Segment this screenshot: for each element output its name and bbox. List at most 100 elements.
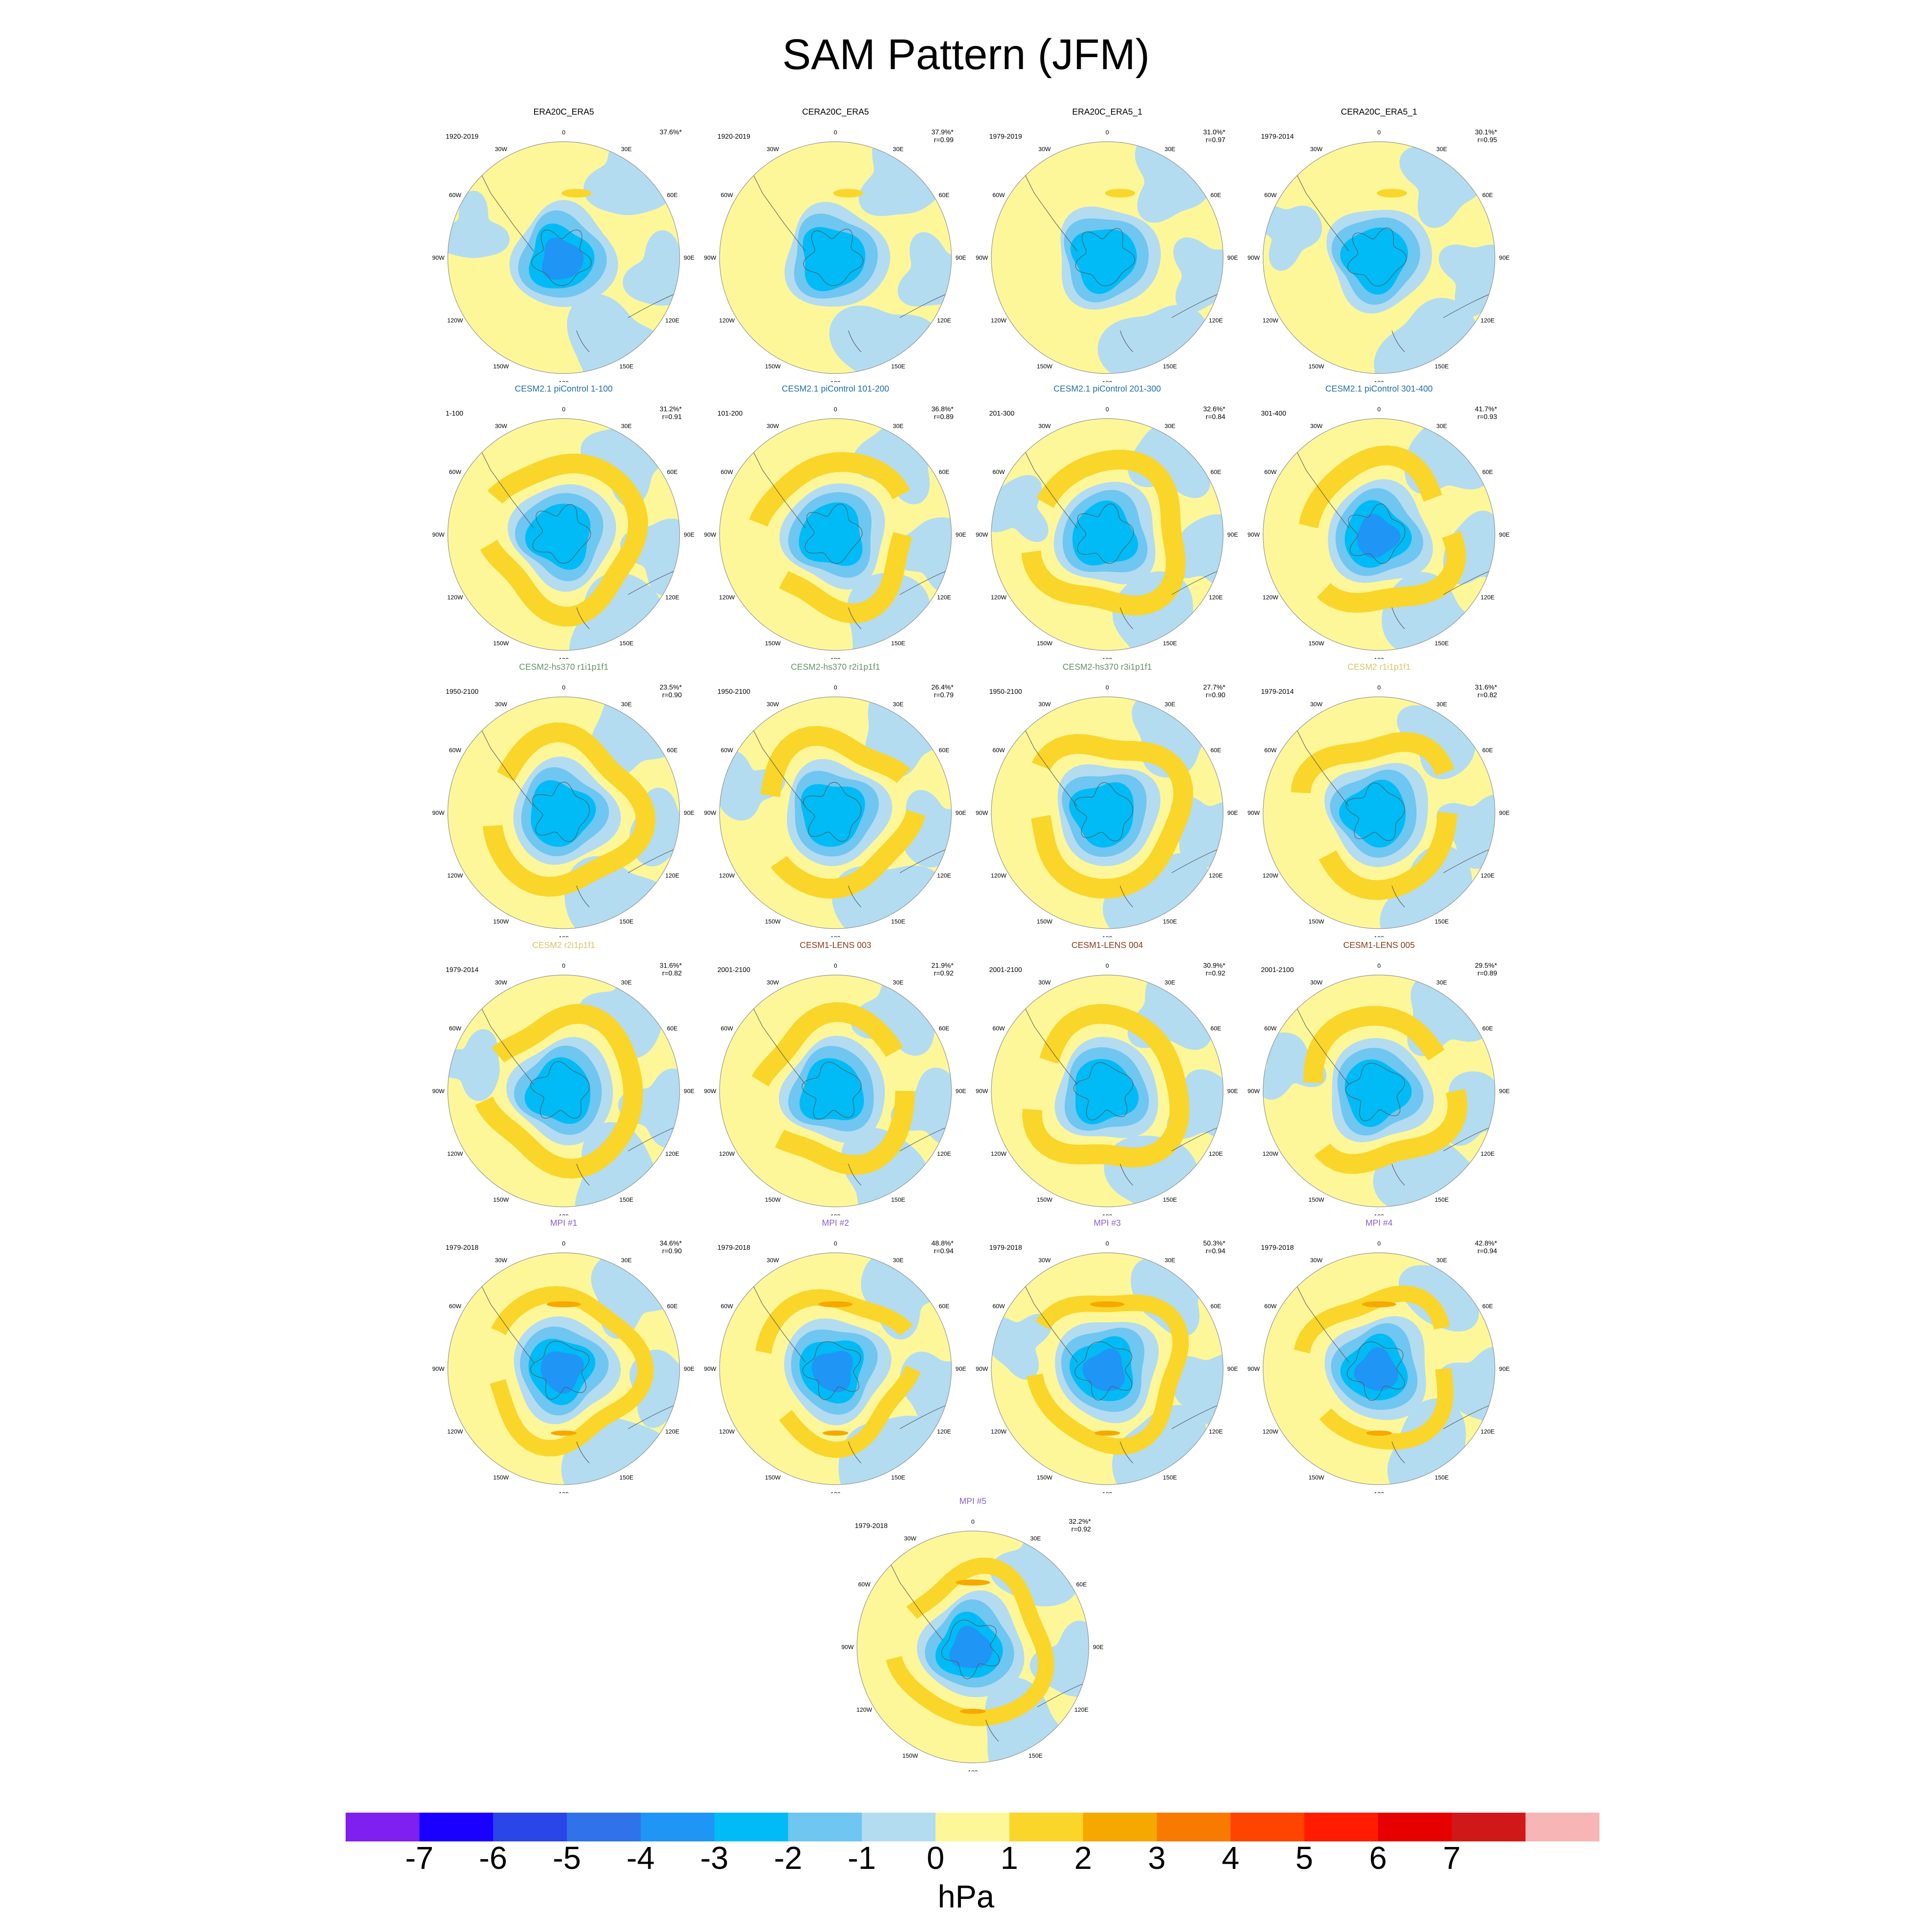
panel-title: MPI #4	[1365, 1218, 1393, 1228]
longitude-label: 90W	[704, 254, 717, 261]
longitude-label: 120E	[937, 1428, 951, 1435]
longitude-label: 90E	[684, 254, 695, 261]
new-zealand-coastline	[1391, 330, 1405, 352]
map-field	[991, 1253, 1223, 1485]
longitude-label: 90W	[704, 1365, 717, 1372]
panel-variance: 30.9%*	[1203, 962, 1225, 969]
polar-map: 0 30E 60E 90E 120E 150E 180 150W 120W 90W 60W 30W	[1248, 129, 1510, 382]
panel-variance: 32.6%*	[1203, 406, 1225, 413]
panel-correlation: r=0.91	[662, 413, 682, 421]
longitude-label: 150E	[620, 918, 634, 925]
longitude-label: 30E	[1437, 979, 1447, 986]
new-zealand-coastline	[576, 885, 590, 908]
map-panel: CESM1-LENS 003 2001-2100 21.9%* r=0.92 0 30E 6…	[698, 941, 973, 1215]
longitude-label: 150W	[765, 640, 781, 647]
panel-correlation: r=0.97	[1206, 137, 1225, 144]
longitude-label: 180	[559, 935, 569, 937]
longitude-label: 90E	[684, 1088, 695, 1094]
longitude-label: 60W	[993, 191, 1005, 198]
panel-period: 1979-2019	[989, 133, 1022, 140]
longitude-label: 30W	[767, 979, 780, 986]
panel-period: 1950-2100	[989, 688, 1022, 696]
positive-anomaly-core	[551, 1431, 577, 1436]
map-field	[720, 142, 951, 374]
longitude-label: 180	[1102, 1213, 1112, 1215]
map-panel: MPI #5 1979-2018 32.2%* r=0.92 0 30E 60E 90E 120…	[835, 1497, 1110, 1771]
longitude-label: 90E	[1227, 809, 1238, 816]
longitude-label: 120E	[1481, 317, 1495, 324]
longitude-label: 90W	[432, 531, 445, 538]
longitude-label: 30W	[1310, 1257, 1323, 1264]
panel-period: 1979-2018	[1261, 1244, 1294, 1252]
map-field	[448, 419, 680, 650]
longitude-label: 30W	[767, 146, 780, 152]
peninsula-coastline	[1021, 167, 1078, 252]
panel-variance: 37.6%*	[659, 129, 682, 136]
map-panel: CESM2.1 piControl 1-100 1-100 31.2%* r=0.91…	[426, 384, 701, 659]
map-field	[448, 142, 680, 374]
longitude-label: 60W	[993, 747, 1005, 753]
longitude-label: 180	[1374, 380, 1384, 382]
panel-title: CESM2.1 piControl 101-200	[781, 384, 890, 394]
antarctic-coastline	[531, 229, 592, 286]
polar-map: 0 30E 60E 90E 120E 150E 180 150W 120W 90W 60W 30W	[1248, 684, 1510, 937]
longitude-label: 30E	[893, 979, 904, 986]
peninsula-coastline	[1293, 722, 1349, 807]
longitude-label: 30W	[1310, 979, 1323, 986]
peninsula-coastline	[1293, 444, 1349, 529]
longitude-label: 120E	[937, 317, 951, 324]
positive-anomaly-core	[960, 1709, 986, 1714]
panel-variance: 23.5%*	[659, 684, 682, 691]
longitude-label: 150W	[1037, 363, 1053, 370]
longitude-label: 0	[834, 406, 837, 413]
longitude-label: 0	[562, 962, 565, 969]
longitude-label: 30E	[621, 701, 632, 708]
map-panel: CESM1-LENS 004 2001-2100 30.9%* r=0.92 0 30E 6…	[970, 941, 1245, 1215]
longitude-label: 30E	[1165, 422, 1176, 429]
colorbar-tick-label: 1	[1000, 1840, 1018, 1876]
polar-map: 0 30E 60E 90E 120E 150E 180 150W 120W 90W 60W 30W	[704, 129, 966, 382]
panel-correlation: r=0.94	[1477, 1248, 1497, 1255]
peninsula-coastline	[1293, 1000, 1349, 1085]
negative-anomaly-core	[802, 227, 866, 292]
longitude-label: 150W	[493, 1474, 509, 1481]
map-field	[991, 975, 1223, 1207]
longitude-label: 60E	[1076, 1581, 1087, 1588]
panel-period: 1-100	[446, 410, 463, 417]
longitude-label: 60W	[721, 468, 734, 475]
polar-map: 0 30E 60E 90E 120E 150E 180 150W 120W 90W 60W 30W	[976, 962, 1238, 1215]
longitude-label: 60W	[1264, 191, 1277, 198]
longitude-label: 150E	[1163, 363, 1177, 370]
panel-period: 1920-2019	[446, 133, 479, 140]
map-field	[1263, 142, 1495, 374]
panel-title: CESM2.1 piControl 1-100	[515, 384, 613, 394]
longitude-label: 90W	[704, 1088, 717, 1094]
panel-stats: 31.2%* r=0.91	[659, 406, 682, 421]
colorbar-tick-label: 0	[927, 1840, 945, 1876]
longitude-label: 120E	[937, 594, 951, 601]
map-panel: MPI #4 1979-2018 42.8%* r=0.94 0 30E 60E 90E 120…	[1242, 1218, 1516, 1493]
panel-stats: 50.3%* r=0.94	[1203, 1240, 1225, 1255]
map-field	[991, 142, 1223, 374]
longitude-label: 120W	[719, 317, 735, 324]
panel-period: 1950-2100	[446, 688, 479, 696]
longitude-label: 90W	[1248, 1088, 1261, 1094]
new-zealand-coastline	[1120, 1163, 1133, 1186]
positive-anomaly-core	[1094, 1431, 1120, 1436]
map-boundary	[447, 1252, 680, 1485]
longitude-label: 90E	[956, 254, 966, 261]
longitude-label: 90W	[976, 1365, 989, 1372]
longitude-label: 120E	[1481, 1150, 1495, 1157]
longitude-label: 180	[830, 1213, 841, 1215]
longitude-label: 120W	[719, 1150, 735, 1157]
positive-anomaly-band	[562, 189, 592, 197]
panel-variance: 26.4%*	[931, 684, 954, 691]
longitude-label: 90E	[1093, 1643, 1104, 1650]
longitude-label: 90E	[1227, 254, 1238, 261]
longitude-label: 30E	[893, 422, 904, 429]
new-zealand-coastline	[848, 885, 862, 908]
negative-anomaly-core	[812, 1351, 853, 1392]
longitude-label: 60W	[449, 747, 462, 753]
longitude-label: 30E	[1165, 1257, 1176, 1264]
panel-title: CESM2 r1i1p1f1	[1347, 662, 1411, 672]
